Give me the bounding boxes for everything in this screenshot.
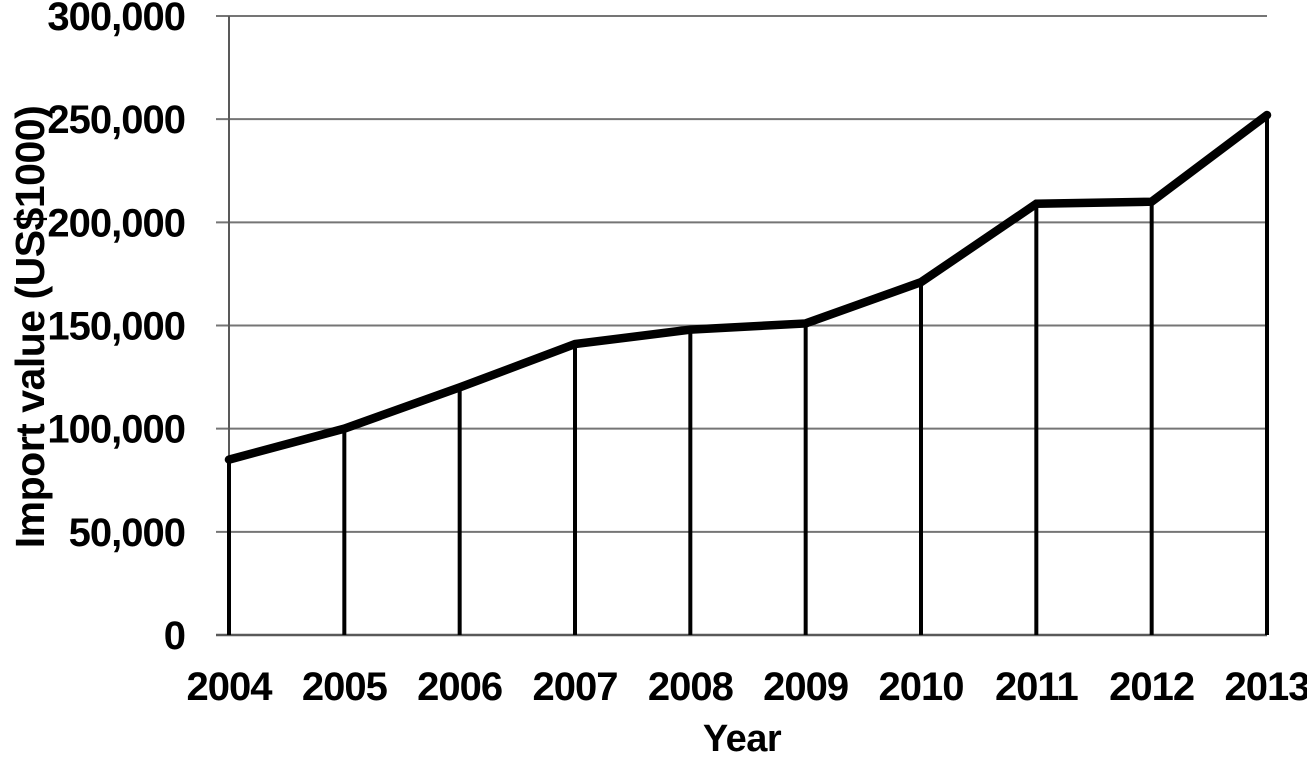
x-tick-label: 2013	[1225, 665, 1307, 709]
y-axis-title: Import value (US$1000)	[7, 106, 53, 548]
x-tick-label: 2007	[533, 665, 618, 709]
y-tick-label: 100,000	[47, 408, 185, 452]
x-tick-label: 2004	[187, 665, 274, 709]
y-tick-label: 250,000	[47, 98, 185, 142]
x-axis-title: Year	[703, 718, 782, 759]
plot-area: 0 50,000 100,000 150,000 200,000 250,000 300,0…	[47, 0, 1307, 709]
x-tick-label: 2005	[302, 665, 388, 709]
x-tick-label: 2010	[879, 665, 964, 709]
x-tick-label: 2011	[995, 665, 1079, 709]
x-tick-label: 2006	[417, 665, 502, 709]
x-tick-label: 2008	[648, 665, 734, 709]
y-tick-label: 50,000	[69, 511, 185, 555]
data-line-import-value	[224, 110, 1272, 464]
y-tick-label: 0	[164, 614, 185, 658]
x-tick-label: 2012	[1109, 665, 1194, 709]
x-tick-label: 2009	[763, 665, 848, 709]
y-tick-label: 300,000	[47, 0, 185, 39]
y-tick-label: 200,000	[47, 201, 185, 245]
y-tick-label: 150,000	[47, 305, 185, 349]
